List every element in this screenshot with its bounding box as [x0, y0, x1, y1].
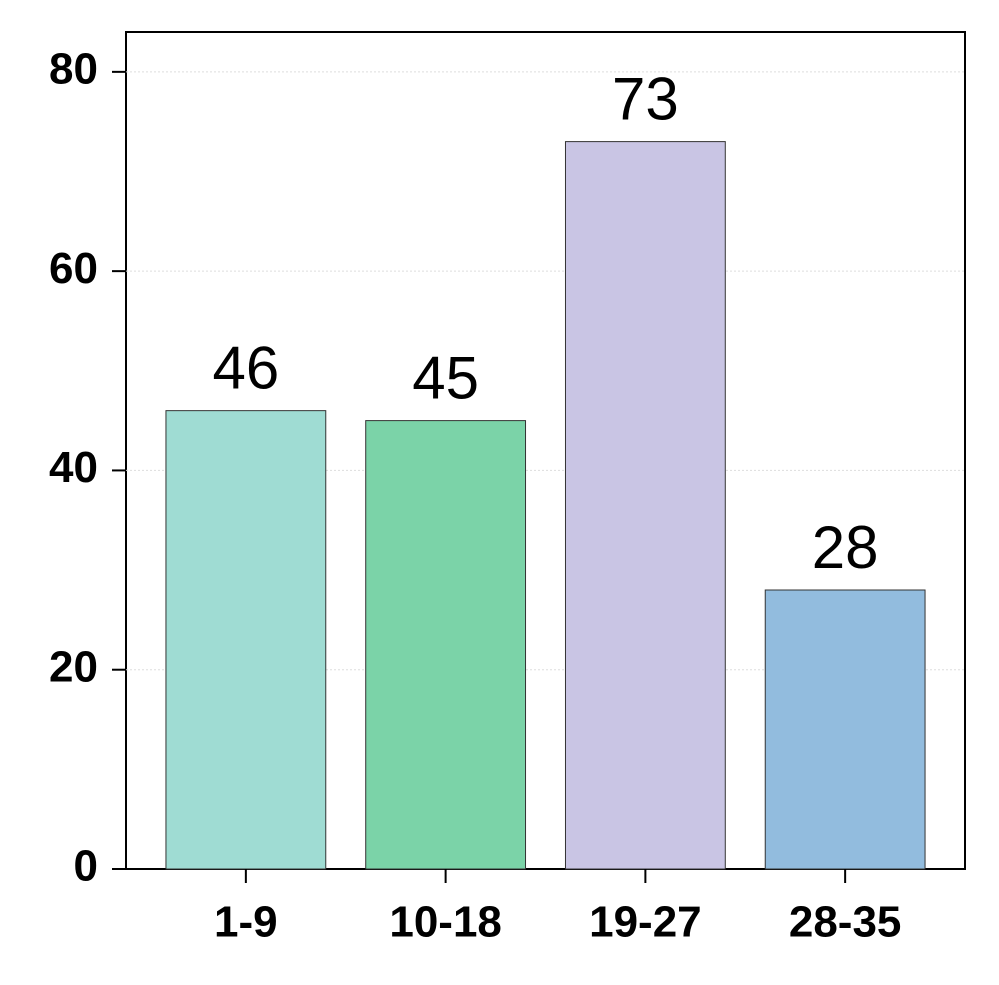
y-tick-label: 60: [49, 244, 98, 293]
x-tick-label: 28-35: [789, 898, 902, 947]
bar: [564, 141, 726, 870]
value-label: 28: [812, 514, 879, 581]
y-tick-label: 80: [49, 44, 98, 93]
x-tick-label: 10-18: [389, 898, 502, 947]
value-label: 45: [412, 344, 479, 411]
y-tick-label: 0: [74, 842, 98, 891]
bar: [365, 420, 527, 870]
value-label: 46: [212, 334, 279, 401]
y-tick-label: 20: [49, 642, 98, 691]
bar: [165, 410, 327, 870]
value-label: 73: [612, 65, 679, 132]
bar: [764, 589, 926, 870]
x-tick-label: 19-27: [589, 898, 702, 947]
x-tick-label: 1-9: [214, 898, 278, 947]
y-tick-label: 40: [49, 443, 98, 492]
plot-frame: [125, 31, 966, 870]
